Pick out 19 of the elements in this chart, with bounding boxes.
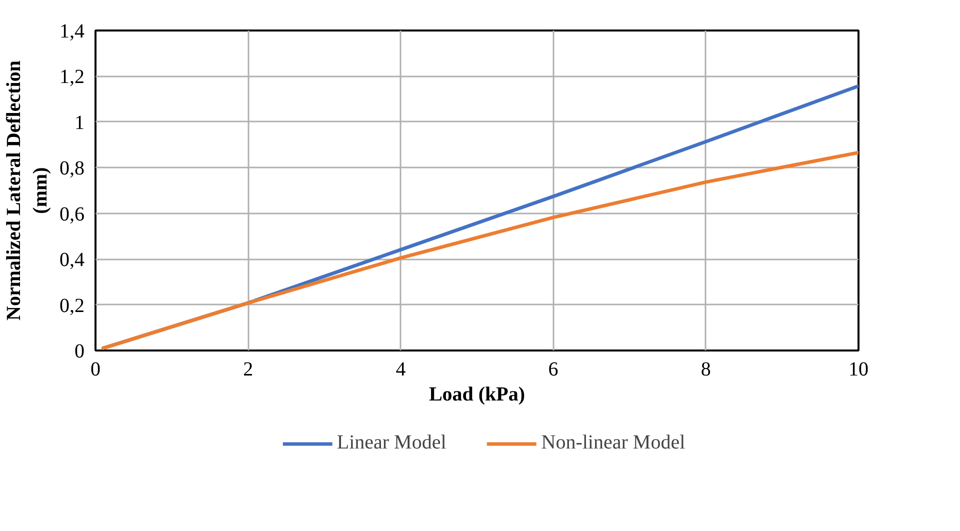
y-tick-label: 0,6 [60,203,84,226]
line-series [101,150,858,350]
y-tick-label: 0,2 [60,294,84,317]
y-tick-label: 0,4 [60,249,84,272]
x-tick-label: 4 [396,358,406,380]
y-tick-label: 1,4 [60,20,84,42]
y-tick-label: 0,8 [60,158,84,180]
x-tick-label: 6 [548,358,558,380]
y-axis-title: Normalized Lateral Deflection (mm) [3,60,52,320]
x-tick-label: 0 [90,358,100,380]
x-axis-title: Load (kPa) [428,384,526,406]
y-tick-label: 1,2 [60,66,84,88]
legend-label: Non-linear Model [541,432,686,454]
legend-label: Linear Model [336,432,446,454]
x-tick-label: 8 [700,358,711,380]
y-tick-label: 1 [74,112,84,134]
y-tick-label: 0 [74,340,84,362]
x-tick-label: 10 [848,358,868,380]
x-tick-label: 2 [243,358,254,380]
